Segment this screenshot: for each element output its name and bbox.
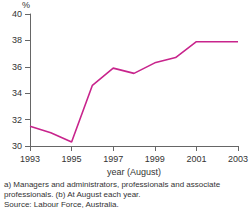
- svg-text:2003: 2003: [228, 154, 248, 164]
- svg-text:40: 40: [12, 9, 22, 19]
- svg-text:36: 36: [12, 62, 22, 72]
- svg-text:professionals. (b) At August e: professionals. (b) At August each year.: [4, 190, 141, 199]
- svg-text:a) Managers and administrators: a) Managers and administrators, professi…: [4, 180, 221, 189]
- svg-text:%: %: [22, 0, 30, 10]
- svg-text:32: 32: [12, 115, 22, 125]
- svg-text:1995: 1995: [62, 154, 82, 164]
- svg-text:38: 38: [12, 35, 22, 45]
- svg-text:1993: 1993: [20, 154, 40, 164]
- svg-text:Source: Labour Force, Australi: Source: Labour Force, Australia.: [4, 200, 119, 209]
- svg-text:year (August): year (August): [107, 167, 161, 177]
- svg-text:1997: 1997: [103, 154, 123, 164]
- svg-text:34: 34: [12, 88, 22, 98]
- svg-text:2001: 2001: [186, 154, 206, 164]
- svg-text:1999: 1999: [145, 154, 165, 164]
- svg-text:30: 30: [12, 141, 22, 151]
